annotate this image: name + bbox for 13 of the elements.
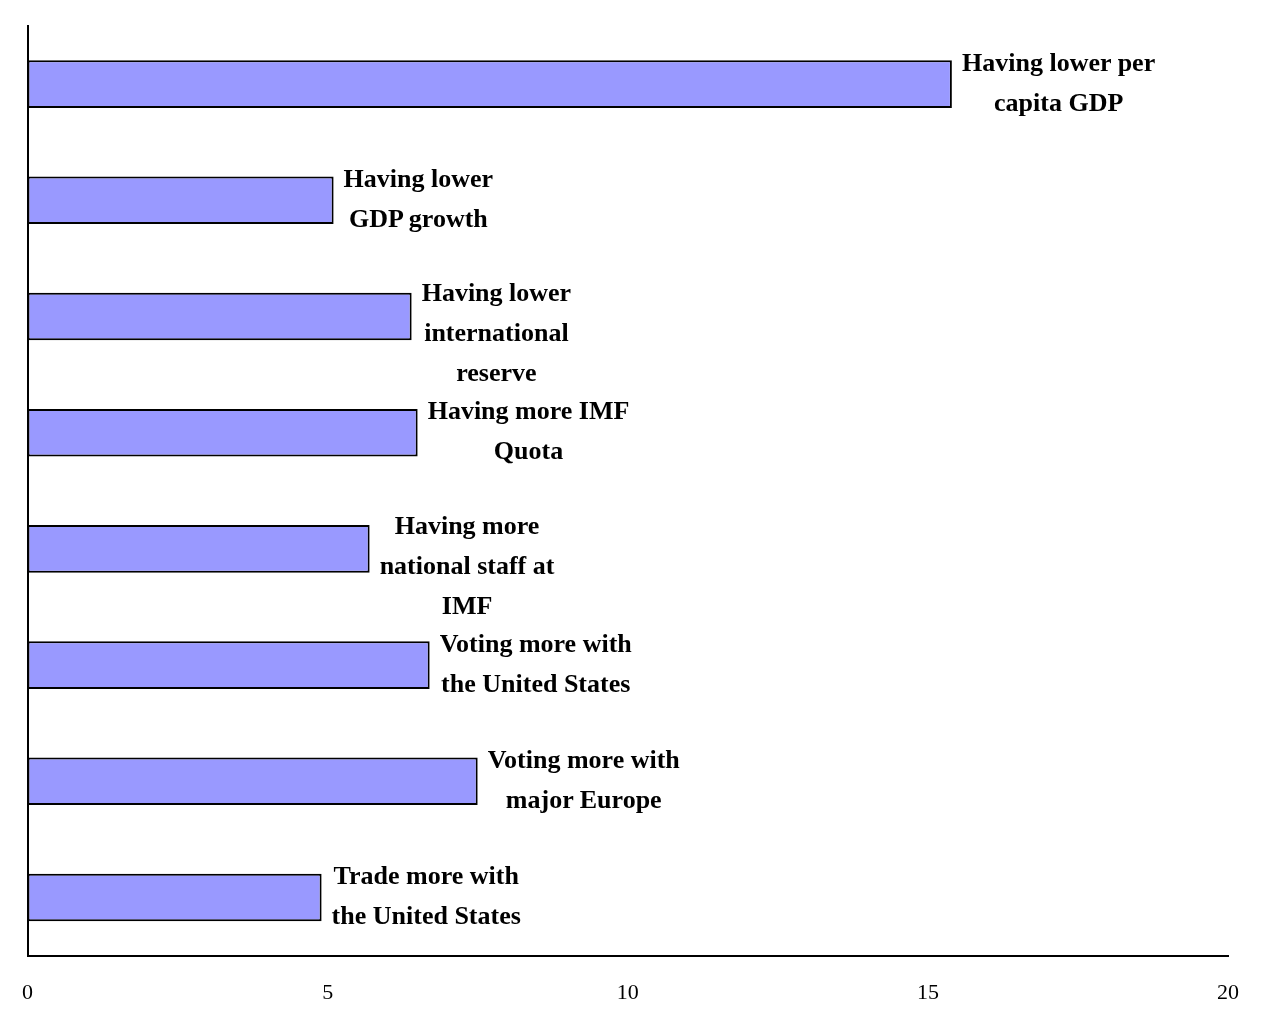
y-tick-label: Trade more with the United States	[331, 861, 521, 931]
y-tick-label: Having lower GDP growth	[343, 164, 494, 234]
x-tick-label: 15	[916, 978, 939, 1004]
x-tick-label: 0	[22, 978, 33, 1004]
y-tick-label: Having more national staff at IMF	[379, 510, 555, 620]
y-tick-label: Voting more with the United States	[439, 628, 633, 698]
x-tick-label: 5	[322, 978, 334, 1004]
y-tick-label: Having more IMF Quota	[427, 396, 630, 466]
y-tick-label: Having lower per capita GDP	[962, 47, 1156, 117]
x-tick-label: 10	[616, 978, 639, 1004]
y-tick-label: Having lower international reserve	[421, 278, 572, 388]
y-tick-label: Voting more with major Europe	[487, 745, 681, 815]
x-tick-label: 20	[1217, 978, 1239, 1004]
